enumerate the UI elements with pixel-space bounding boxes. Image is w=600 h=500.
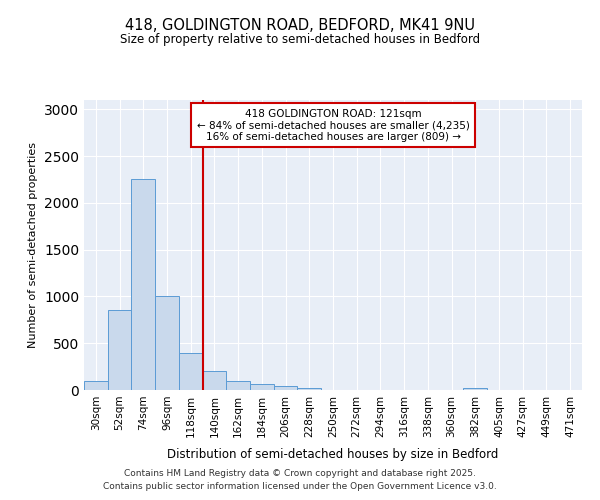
Bar bbox=[203, 372, 226, 390]
Text: Size of property relative to semi-detached houses in Bedford: Size of property relative to semi-detach… bbox=[120, 32, 480, 46]
X-axis label: Distribution of semi-detached houses by size in Bedford: Distribution of semi-detached houses by … bbox=[167, 448, 499, 461]
Text: 418 GOLDINGTON ROAD: 121sqm
← 84% of semi-detached houses are smaller (4,235)
16: 418 GOLDINGTON ROAD: 121sqm ← 84% of sem… bbox=[197, 108, 469, 142]
Text: Contains HM Land Registry data © Crown copyright and database right 2025.: Contains HM Land Registry data © Crown c… bbox=[124, 468, 476, 477]
Bar bbox=[250, 384, 274, 390]
Bar bbox=[108, 310, 131, 390]
Bar bbox=[463, 388, 487, 390]
Text: Contains public sector information licensed under the Open Government Licence v3: Contains public sector information licen… bbox=[103, 482, 497, 491]
Bar bbox=[179, 352, 203, 390]
Bar bbox=[131, 178, 155, 390]
Bar bbox=[155, 296, 179, 390]
Bar bbox=[84, 380, 108, 390]
Y-axis label: Number of semi-detached properties: Number of semi-detached properties bbox=[28, 142, 38, 348]
Text: 418, GOLDINGTON ROAD, BEDFORD, MK41 9NU: 418, GOLDINGTON ROAD, BEDFORD, MK41 9NU bbox=[125, 18, 475, 32]
Bar bbox=[226, 380, 250, 390]
Bar bbox=[274, 386, 298, 390]
Bar bbox=[298, 388, 321, 390]
